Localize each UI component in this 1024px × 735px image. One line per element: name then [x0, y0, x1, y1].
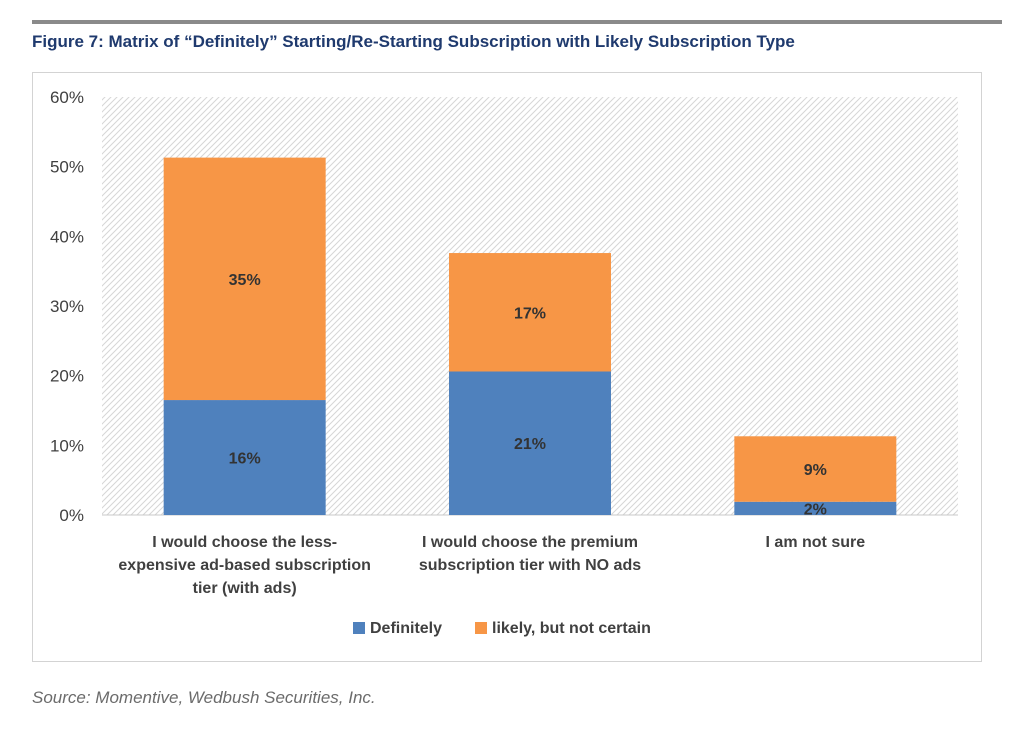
data-label: 16% — [229, 451, 261, 468]
category-label: expensive ad-based subscription — [118, 557, 371, 574]
category-label: I would choose the less- — [152, 534, 337, 551]
legend-definitely-swatch — [353, 622, 365, 634]
bar-likely — [734, 436, 897, 502]
legend-likely-swatch — [475, 622, 487, 634]
y-tick-label: 50% — [50, 158, 84, 177]
y-tick-label: 0% — [59, 506, 84, 525]
data-label: 9% — [804, 462, 827, 479]
category-label: subscription tier with NO ads — [419, 557, 641, 574]
data-label: 17% — [514, 305, 546, 322]
stacked-bar-chart: 0% 10% 20% 30% 40% 50% 60% 16% 35% I would choose… — [50, 88, 958, 637]
y-tick-label: 30% — [50, 297, 84, 316]
category-label: tier (with ads) — [193, 580, 297, 597]
y-tick-label: 40% — [50, 227, 84, 246]
top-rule — [32, 20, 1002, 24]
figure-title: Figure 7: Matrix of “Definitely” Startin… — [32, 32, 795, 51]
data-label: 21% — [514, 436, 546, 453]
category-label: I would choose the premium — [422, 534, 638, 551]
y-tick-label: 10% — [50, 436, 84, 455]
y-tick-label: 20% — [50, 367, 84, 386]
bar-likely — [163, 157, 326, 401]
source-note: Source: Momentive, Wedbush Securities, I… — [32, 688, 376, 707]
chart-frame: 0% 10% 20% 30% 40% 50% 60% 16% 35% I would choose… — [32, 72, 982, 662]
y-tick-label: 60% — [50, 88, 84, 107]
bar-likely — [449, 253, 611, 372]
legend-definitely-label: Definitely — [370, 620, 442, 637]
data-label: 35% — [229, 272, 261, 289]
bar-definitely — [449, 371, 611, 515]
legend-likely-label: likely, but not certain — [492, 620, 651, 637]
data-label: 2% — [804, 501, 827, 518]
bar-definitely — [734, 501, 897, 515]
bar-definitely — [163, 400, 326, 515]
category-label: I am not sure — [766, 534, 866, 551]
